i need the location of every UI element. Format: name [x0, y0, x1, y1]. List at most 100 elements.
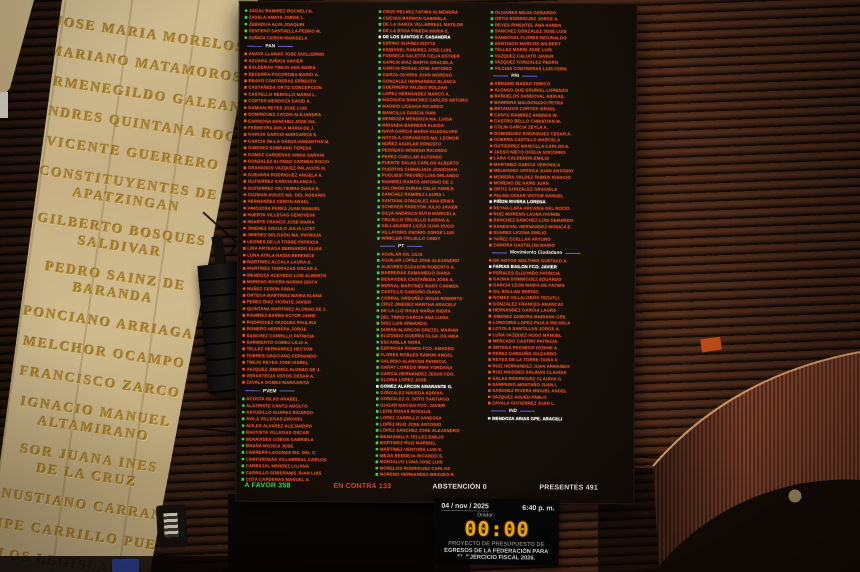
vote-dot — [241, 464, 244, 468]
vote-dot — [489, 107, 493, 110]
vote-dot — [487, 401, 491, 405]
vote-dot — [378, 73, 381, 76]
vote-dot — [243, 153, 246, 156]
vote-dot — [378, 10, 381, 13]
vote-dot — [489, 175, 492, 178]
vote-dot — [241, 431, 244, 434]
vote-dot — [488, 259, 492, 262]
vote-dot — [377, 180, 380, 183]
vote-dot — [377, 155, 380, 158]
party-header-Movimiento-Ciudadano: Movimiento Ciudadano — [489, 250, 632, 257]
vote-dot — [376, 322, 379, 325]
vote-dot — [243, 240, 246, 243]
deputy-row: ZAVALA GUTIERREZ JUAN L. — [487, 400, 631, 407]
vote-dot — [375, 448, 378, 451]
vote-dot — [489, 188, 492, 191]
vote-dot — [376, 341, 379, 344]
session-time: 6:40 p. m. — [522, 503, 555, 512]
contra-total: EN CONTRA 133 — [333, 481, 392, 490]
vote-dot — [377, 205, 380, 209]
vote-dot — [378, 29, 381, 32]
vote-dot — [378, 86, 381, 89]
vote-dot — [376, 353, 379, 356]
vote-dot — [244, 99, 247, 103]
vote-dot — [375, 429, 379, 432]
vote-dot — [377, 224, 380, 227]
vote-dot — [242, 300, 245, 304]
deputy-row: ZAMORA GASTELUM MARIO — [489, 242, 632, 249]
vote-dot — [488, 383, 491, 386]
vote-dot — [490, 29, 493, 33]
vote-dot — [243, 180, 246, 183]
vote-dot — [489, 138, 493, 141]
session-date: 04 / nov / 2025 — [441, 501, 489, 512]
vote-dot — [489, 243, 492, 247]
vote-dot — [241, 437, 244, 441]
vote-dot — [242, 274, 246, 277]
vote-dot — [488, 389, 491, 392]
vote-dot — [377, 117, 381, 120]
vote-dot — [488, 358, 491, 361]
vote-dot — [377, 174, 380, 177]
vote-dot — [488, 271, 492, 274]
vote-dot — [375, 422, 379, 426]
vote-dot — [376, 315, 379, 319]
vote-dot — [243, 106, 247, 109]
abstencion-total: ABSTENCIÓN 0 — [432, 481, 487, 491]
deputy-row: VILCHIS CONTRERAS LUIS FERN. — [490, 65, 633, 72]
vote-dot — [375, 441, 378, 445]
intercom-keypad — [163, 512, 179, 538]
vote-dot — [488, 296, 491, 299]
vote-dot — [490, 95, 493, 98]
vote-dot — [377, 142, 381, 146]
vote-dot — [244, 16, 247, 19]
vote-dot — [375, 403, 379, 407]
vote-dot — [244, 36, 247, 39]
vote-dot — [490, 48, 493, 51]
vote-dot — [376, 296, 379, 300]
vote-dot — [490, 82, 493, 85]
vote-dot — [244, 72, 247, 76]
vote-dot — [375, 435, 378, 438]
blue-seat — [112, 559, 139, 572]
deputy-row: MORENO HERNANDEZ BRIGIDO R. — [375, 471, 485, 478]
vote-dot — [488, 333, 491, 336]
vote-dot — [375, 397, 379, 400]
vote-dot — [242, 347, 245, 351]
vote-dot — [488, 302, 491, 305]
vote-dot — [243, 173, 246, 176]
vote-dot — [489, 237, 492, 240]
vote-dot — [244, 86, 247, 89]
vote-dot — [242, 294, 245, 297]
vote-dot — [242, 267, 246, 270]
vote-dot — [377, 123, 381, 127]
vote-dot — [375, 416, 379, 419]
vote-dot — [378, 35, 381, 39]
vote-dot — [488, 346, 491, 349]
vote-dot — [377, 168, 380, 171]
vote-dot — [375, 460, 378, 463]
vote-dot — [376, 334, 379, 337]
vote-dot — [378, 16, 381, 20]
vote-dot — [243, 213, 246, 217]
vote-dot — [244, 79, 247, 82]
vote-dot — [489, 119, 493, 123]
vote-dot — [376, 328, 379, 331]
vote-dot — [488, 339, 491, 343]
vote-dot — [242, 341, 245, 344]
vote-dot — [490, 36, 493, 39]
vote-dot — [489, 219, 492, 222]
voting-board: ZAGAL RAMIREZ ROCHELI N. ZAVALA AMAYA JOR… — [235, 0, 638, 505]
vote-dot — [489, 225, 492, 228]
vote-dot — [242, 320, 245, 324]
deputy-row: ZAVALA GOMEZ MARGARITA — [242, 379, 374, 387]
vote-dot — [243, 166, 246, 170]
vote-dot — [244, 59, 247, 62]
vote-dot — [490, 42, 493, 45]
vote-dot — [243, 233, 246, 237]
vote-dot — [378, 98, 381, 102]
vote-dot — [490, 17, 493, 20]
vote-dot — [242, 280, 246, 284]
vote-dot — [378, 105, 381, 108]
